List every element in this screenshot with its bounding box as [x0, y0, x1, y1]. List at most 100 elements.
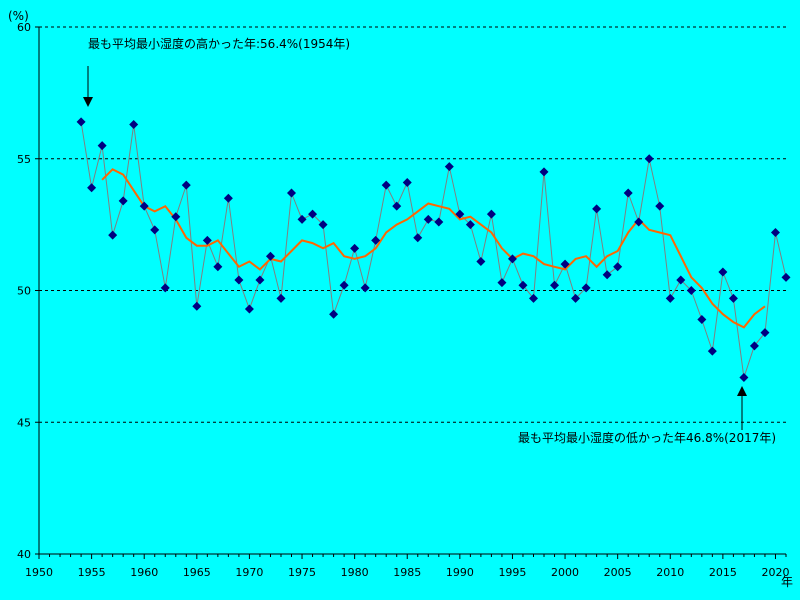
data-point-marker — [202, 235, 212, 245]
data-point-marker — [171, 212, 181, 222]
data-point-marker — [392, 201, 402, 211]
data-point-marker — [749, 341, 759, 351]
y-axis-label: (%) — [8, 9, 29, 23]
data-point-marker — [234, 275, 244, 285]
data-point-marker — [602, 270, 612, 280]
y-tick-label: 50 — [17, 285, 31, 298]
series-connector-line — [80, 121, 787, 378]
data-point-marker — [528, 293, 538, 303]
x-tick-label: 1980 — [341, 566, 369, 579]
data-point-marker — [655, 201, 665, 211]
data-point-marker — [665, 293, 675, 303]
data-point-marker — [486, 209, 496, 219]
x-ticks: 1950 1955 1960 1965 1970 1975 1980 1985 1990 1995… — [25, 554, 789, 579]
data-point-marker — [97, 141, 107, 151]
data-point-marker — [728, 293, 738, 303]
data-point-marker — [87, 183, 97, 193]
x-tick-label: 1990 — [446, 566, 474, 579]
data-point-marker — [686, 286, 696, 295]
moving-average-polyline — [101, 168, 766, 329]
data-point-marker — [297, 214, 307, 224]
annotations: 最も平均最小湿度の高かった年:56.4%(1954年) 最も平均最小湿度の低かっ… — [83, 36, 776, 445]
data-point-marker — [623, 188, 633, 198]
x-tick-label: 1960 — [130, 566, 158, 579]
data-point-marker — [276, 293, 286, 303]
y-ticks: 40 45 50 55 60 — [17, 21, 39, 561]
data-point-marker — [139, 201, 149, 211]
x-tick-label: 1955 — [78, 566, 106, 579]
x-tick-label: 1995 — [498, 566, 526, 579]
data-point-marker — [160, 283, 170, 293]
data-point-marker — [223, 193, 233, 203]
data-point-marker — [255, 275, 265, 285]
data-point-marker — [644, 154, 654, 164]
x-tick-label: 1975 — [288, 566, 316, 579]
data-point-marker — [350, 243, 360, 253]
data-point-marker — [697, 314, 707, 324]
x-tick-label: 1965 — [183, 566, 211, 579]
data-point-marker — [455, 209, 465, 219]
data-point-marker — [444, 162, 454, 172]
data-point-marker — [318, 220, 328, 230]
x-tick-label: 1950 — [25, 566, 53, 579]
data-point-marker — [539, 167, 549, 177]
data-point-marker — [329, 309, 339, 319]
data-point-marker — [550, 280, 560, 290]
data-point-marker — [434, 217, 444, 227]
data-point-marker — [360, 283, 370, 293]
x-tick-label: 1985 — [393, 566, 421, 579]
y-tick-label: 60 — [17, 21, 31, 34]
data-point-marker — [244, 304, 254, 314]
data-point-marker — [718, 267, 728, 277]
annotation-low-text: 最も平均最小湿度の低かった年46.8%(2017年) — [518, 430, 776, 445]
data-point-marker — [465, 220, 475, 230]
y-tick-label: 55 — [17, 153, 31, 166]
x-tick-label: 2005 — [604, 566, 632, 579]
data-point-marker — [739, 372, 749, 382]
data-point-marker — [381, 180, 391, 190]
x-tick-label: 2000 — [551, 566, 579, 579]
data-point-marker — [402, 177, 412, 187]
data-point-marker — [192, 301, 202, 311]
annotation-low-arrowhead — [737, 386, 747, 396]
data-point-marker — [781, 272, 791, 282]
data-point-marker — [287, 188, 297, 198]
data-point-marker — [560, 259, 570, 269]
data-point-marker — [413, 233, 423, 243]
y-tick-label: 45 — [17, 416, 31, 429]
data-point-marker — [339, 280, 349, 290]
data-point-marker — [476, 257, 486, 267]
data-point-marker — [150, 225, 160, 235]
data-point-marker — [181, 180, 191, 190]
x-tick-label: 2015 — [709, 566, 737, 579]
data-point-marker — [707, 346, 717, 356]
x-tick-label: 1970 — [235, 566, 263, 579]
data-point-marker — [129, 119, 139, 129]
data-point-marker — [760, 328, 770, 338]
grid — [39, 26, 786, 423]
data-point-marker — [507, 254, 517, 264]
x-tick-label: 2010 — [656, 566, 684, 579]
y-tick-label: 40 — [17, 548, 31, 561]
data-point-marker — [213, 262, 223, 272]
series-line — [80, 121, 787, 378]
data-point-marker — [423, 214, 433, 224]
data-point-marker — [676, 275, 686, 285]
data-point-marker — [518, 280, 528, 290]
data-point-marker — [634, 217, 644, 227]
data-point-marker — [592, 204, 602, 214]
moving-average-line — [101, 168, 766, 329]
x-axis-label: 年 — [781, 575, 793, 589]
data-point-marker — [770, 228, 780, 238]
data-point-marker — [581, 283, 591, 293]
data-point-marker — [76, 117, 86, 127]
annotation-high-arrowhead — [83, 97, 93, 107]
data-point-marker — [571, 293, 581, 303]
data-point-marker — [108, 230, 118, 240]
data-point-marker — [265, 251, 275, 261]
data-point-marker — [118, 196, 128, 206]
data-point-marker — [613, 262, 623, 272]
data-point-marker — [308, 209, 318, 219]
annotation-high-text: 最も平均最小湿度の高かった年:56.4%(1954年) — [88, 36, 350, 51]
